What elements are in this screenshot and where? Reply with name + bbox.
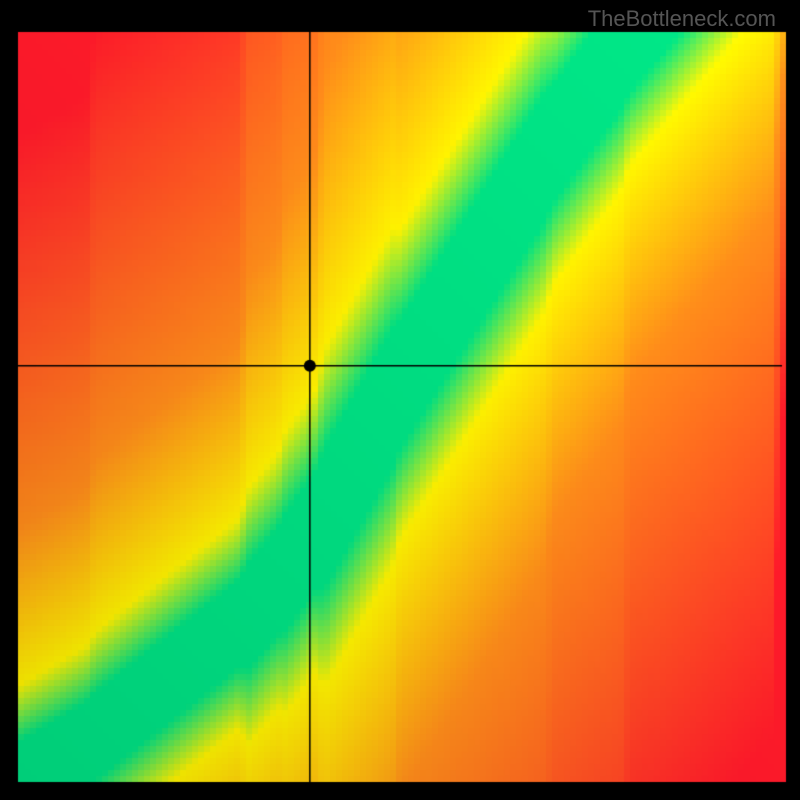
watermark-text: TheBottleneck.com [588, 6, 776, 32]
bottleneck-heatmap-chart [0, 0, 800, 800]
